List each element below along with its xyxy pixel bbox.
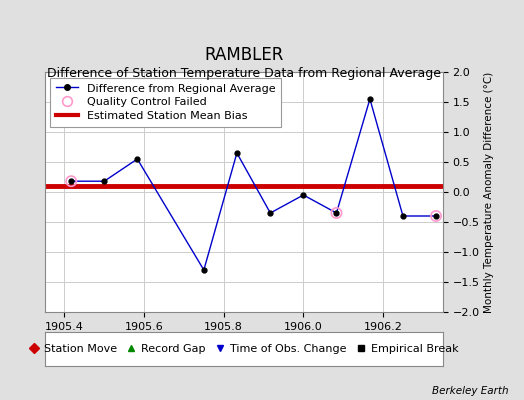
- Y-axis label: Monthly Temperature Anomaly Difference (°C): Monthly Temperature Anomaly Difference (…: [484, 71, 494, 313]
- Legend: Station Move, Record Gap, Time of Obs. Change, Empirical Break: Station Move, Record Gap, Time of Obs. C…: [25, 341, 462, 357]
- Text: Berkeley Earth: Berkeley Earth: [432, 386, 508, 396]
- Point: [67, 178, 75, 184]
- Legend: Difference from Regional Average, Quality Control Failed, Estimated Station Mean: Difference from Regional Average, Qualit…: [50, 78, 281, 127]
- Point: [432, 213, 440, 219]
- Text: RAMBLER: RAMBLER: [204, 46, 283, 64]
- Text: Difference of Station Temperature Data from Regional Average: Difference of Station Temperature Data f…: [47, 67, 441, 80]
- Point: [332, 210, 341, 216]
